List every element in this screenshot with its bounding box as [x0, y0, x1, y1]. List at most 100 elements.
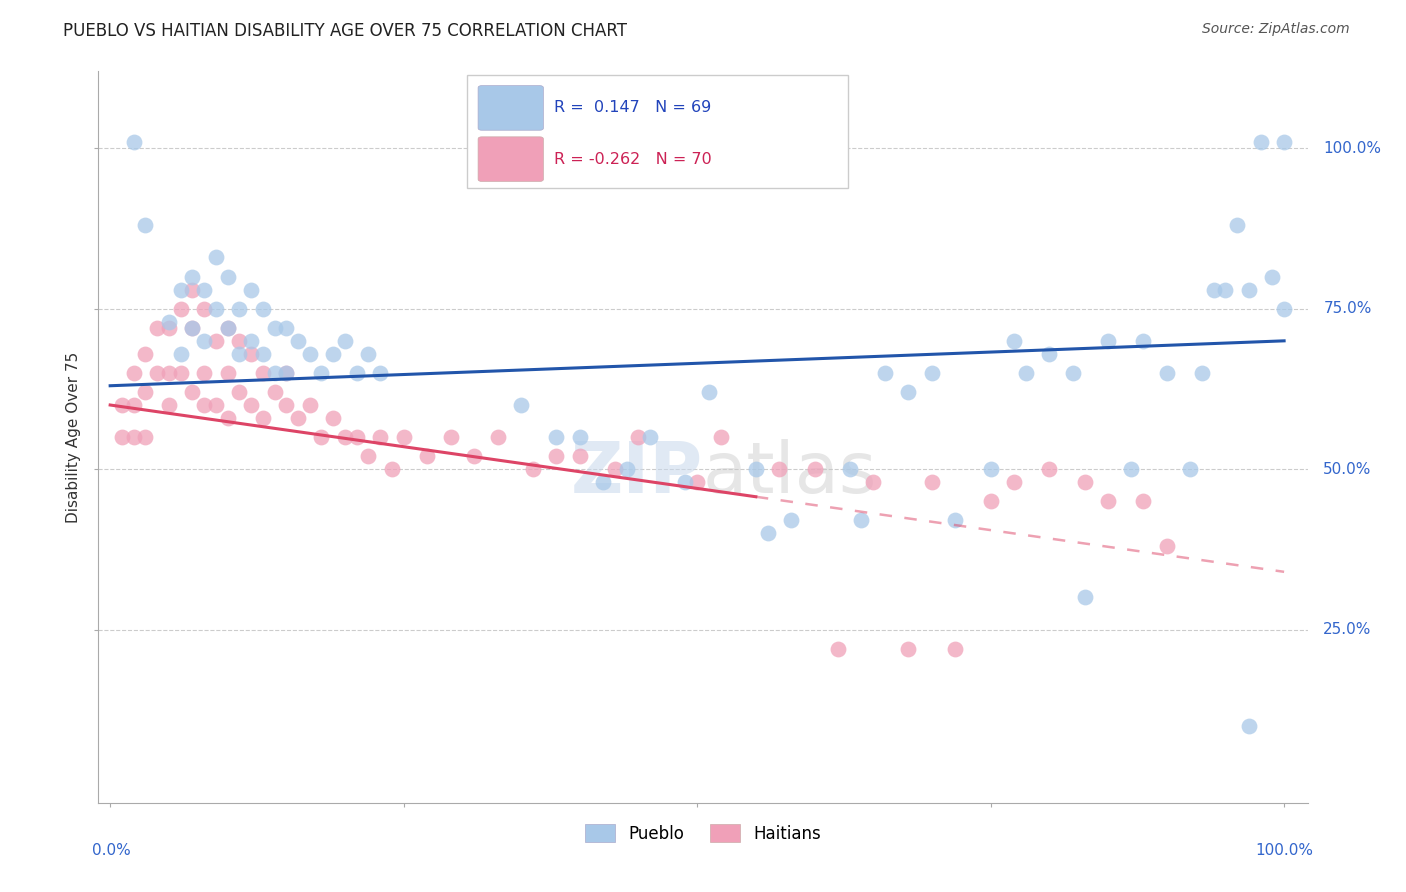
Point [756, 526, 779, 541]
Point [346, 366, 368, 380]
Point [1097, 494, 1119, 508]
Point [276, 321, 298, 335]
Point [217, 321, 239, 335]
Text: PUEBLO VS HAITIAN DISABILITY AGE OVER 75 CORRELATION CHART: PUEBLO VS HAITIAN DISABILITY AGE OVER 75… [63, 22, 627, 40]
Text: 100.0%: 100.0% [1323, 141, 1381, 156]
Point [263, 385, 285, 400]
Point [157, 315, 180, 329]
Point [111, 430, 134, 444]
Point [851, 514, 873, 528]
Point [204, 334, 226, 348]
Point [1272, 301, 1295, 316]
Point [416, 450, 439, 464]
Point [276, 398, 298, 412]
Point [1038, 346, 1060, 360]
Point [522, 462, 544, 476]
Text: Source: ZipAtlas.com: Source: ZipAtlas.com [1202, 22, 1350, 37]
Point [945, 514, 967, 528]
Point [1073, 475, 1095, 489]
Point [322, 410, 344, 425]
Point [252, 366, 274, 380]
Point [616, 462, 638, 476]
Point [134, 385, 156, 400]
Point [276, 366, 298, 380]
Point [252, 301, 274, 316]
Point [1272, 135, 1295, 149]
Point [627, 430, 650, 444]
Point [122, 135, 145, 149]
Point [322, 346, 344, 360]
Point [381, 462, 404, 476]
Point [1250, 135, 1272, 149]
Point [333, 430, 356, 444]
Point [181, 321, 204, 335]
Point [710, 430, 733, 444]
Point [193, 334, 215, 348]
Point [276, 366, 298, 380]
Point [134, 346, 156, 360]
Point [1073, 591, 1095, 605]
Point [240, 283, 263, 297]
Point [298, 346, 321, 360]
Point [181, 321, 204, 335]
Point [1202, 283, 1225, 297]
Point [921, 475, 943, 489]
Point [1097, 334, 1119, 348]
Point [510, 398, 533, 412]
Point [546, 430, 568, 444]
Point [1002, 334, 1025, 348]
Point [169, 346, 191, 360]
Point [122, 366, 145, 380]
Point [1156, 366, 1178, 380]
Point [204, 251, 226, 265]
Point [945, 641, 967, 656]
Point [240, 398, 263, 412]
Point [980, 462, 1002, 476]
Point [368, 366, 391, 380]
Point [204, 398, 226, 412]
Point [368, 430, 391, 444]
Point [568, 430, 591, 444]
Point [134, 219, 156, 233]
Point [193, 283, 215, 297]
Point [592, 475, 614, 489]
Point [122, 398, 145, 412]
Point [228, 334, 250, 348]
Point [346, 430, 368, 444]
Point [240, 346, 263, 360]
Point [157, 321, 180, 335]
Point [1132, 494, 1154, 508]
Point [1121, 462, 1143, 476]
Point [193, 301, 215, 316]
Point [252, 410, 274, 425]
Point [122, 430, 145, 444]
Point [1132, 334, 1154, 348]
Point [252, 346, 274, 360]
Point [181, 385, 204, 400]
Text: 25.0%: 25.0% [1323, 622, 1372, 637]
Point [169, 366, 191, 380]
Point [287, 410, 309, 425]
Point [803, 462, 825, 476]
Point [311, 366, 333, 380]
Point [1226, 219, 1249, 233]
Point [568, 450, 591, 464]
Point [673, 475, 696, 489]
Point [1237, 719, 1260, 733]
Point [780, 514, 803, 528]
Point [157, 366, 180, 380]
Point [897, 641, 920, 656]
Point [897, 385, 920, 400]
Point [357, 346, 380, 360]
Text: 50.0%: 50.0% [1323, 462, 1372, 476]
Point [263, 321, 285, 335]
Point [157, 398, 180, 412]
Point [333, 334, 356, 348]
Point [134, 430, 156, 444]
Point [1002, 475, 1025, 489]
Point [228, 346, 250, 360]
Y-axis label: Disability Age Over 75: Disability Age Over 75 [66, 351, 82, 523]
Point [686, 475, 709, 489]
Point [169, 301, 191, 316]
Text: 0.0%: 0.0% [93, 843, 131, 858]
